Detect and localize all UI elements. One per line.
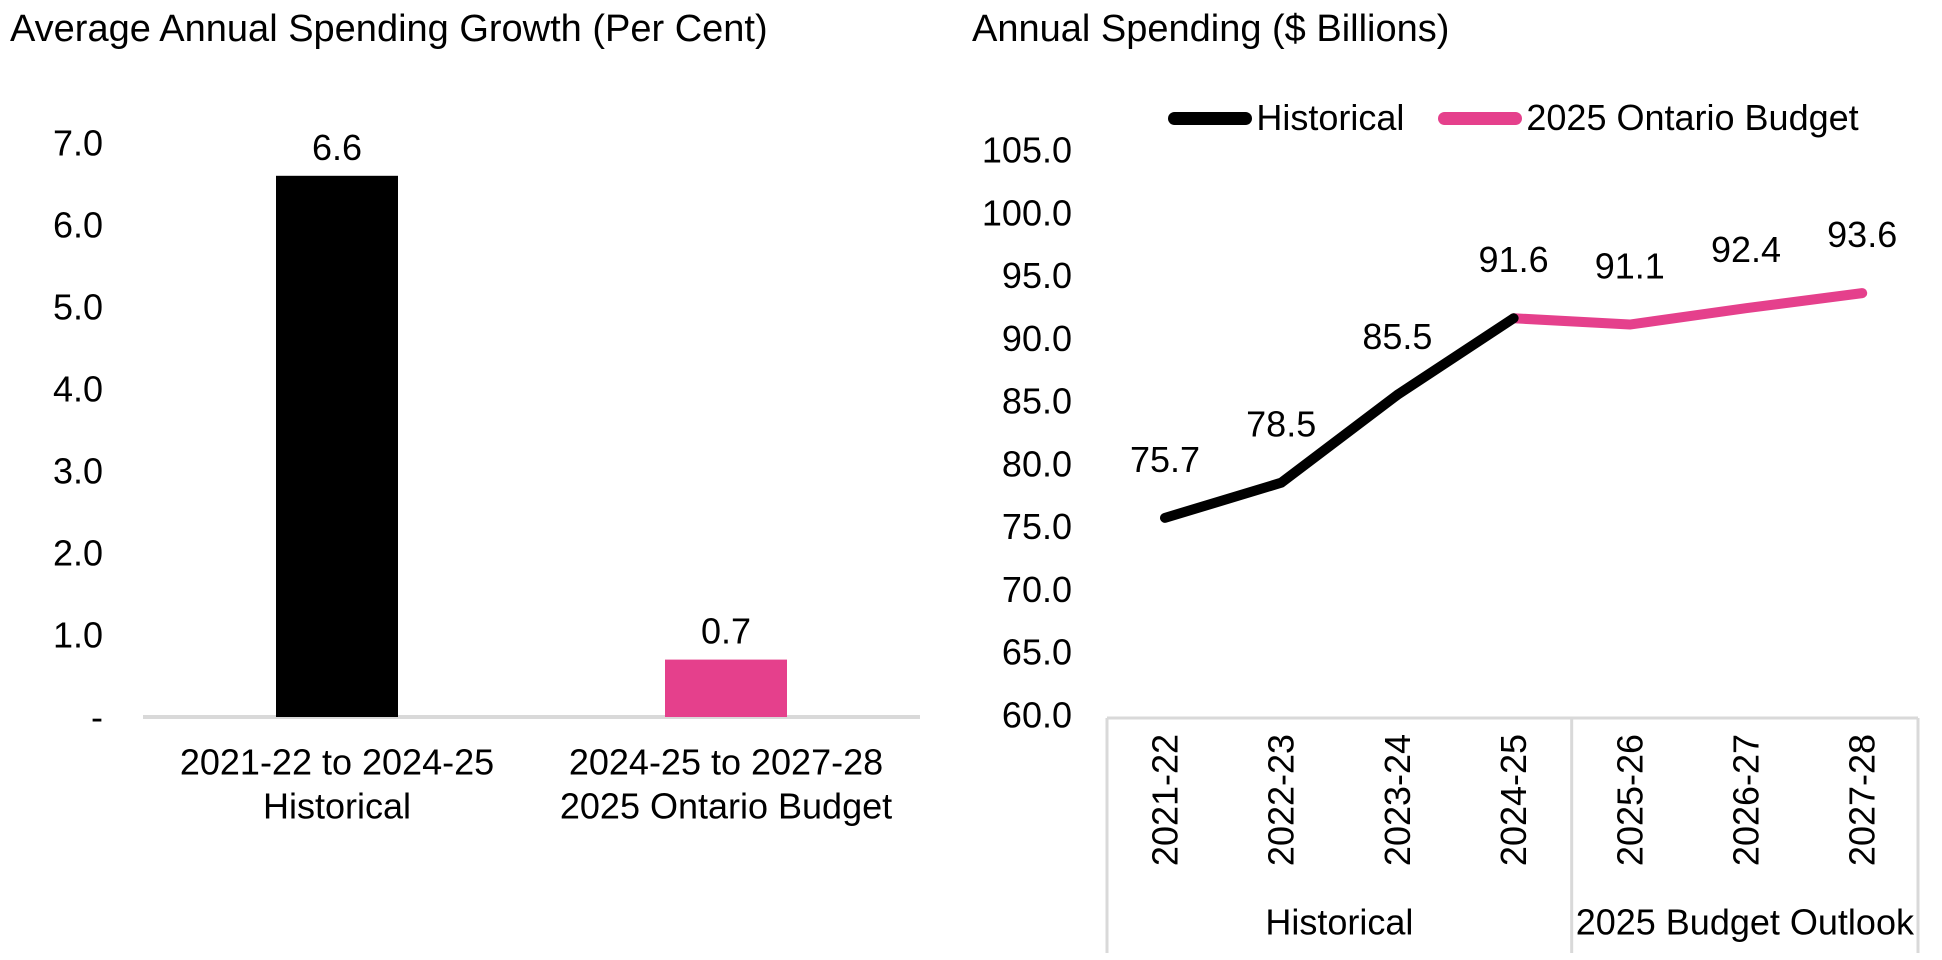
line-xtick-label: 2023-24: [1377, 734, 1418, 866]
line-data-label: 91.6: [1479, 239, 1549, 280]
line-xtick-label: 2027-28: [1842, 734, 1883, 866]
line-ytick-label: 70.0: [1002, 569, 1072, 610]
line-ytick-label: 100.0: [982, 192, 1072, 233]
line-ytick-label: 60.0: [1002, 695, 1072, 736]
legend-item-budget: 2025 Ontario Budget: [1438, 97, 1859, 139]
bar-category-label: 2021-22 to 2024-25: [180, 742, 494, 783]
line-chart-plot: 105.0 100.0 95.0 90.0 85.0 80.0 75.0 70.0 65.0 60…: [982, 130, 1920, 953]
xaxis-group-label: 2025 Budget Outlook: [1576, 902, 1915, 943]
bar-ytick-label: 1.0: [53, 615, 103, 656]
bar-value-label: 0.7: [701, 611, 751, 652]
series-line-2025-ontario-budget: [1508, 288, 1868, 330]
bar-value-label: 6.6: [312, 127, 362, 168]
bar-category-label: Historical: [263, 786, 411, 827]
line-data-label: 78.5: [1246, 404, 1316, 445]
line-xtick-label: 2026-27: [1726, 734, 1767, 866]
line-data-label: 93.6: [1827, 214, 1897, 255]
line-data-label: 92.4: [1711, 229, 1781, 270]
line-data-label: 75.7: [1130, 439, 1200, 480]
line-data-label: 85.5: [1362, 316, 1432, 357]
bar-ytick-label: 4.0: [53, 369, 103, 410]
bar-category-label: 2024-25 to 2027-28: [569, 742, 883, 783]
legend-label-budget: 2025 Ontario Budget: [1526, 97, 1859, 138]
bar-1: [665, 659, 787, 717]
line-ytick-label: 90.0: [1002, 318, 1072, 359]
bar-0: [276, 175, 398, 718]
xaxis-group-label: Historical: [1265, 902, 1413, 943]
legend-item-historical: Historical: [1168, 97, 1404, 139]
bar-category-label: 2025 Ontario Budget: [560, 786, 892, 827]
bar-ytick-label: -: [91, 697, 103, 738]
line-ytick-label: 80.0: [1002, 443, 1072, 484]
line-xtick-label: 2022-23: [1261, 734, 1302, 866]
line-ytick-label: 95.0: [1002, 255, 1072, 296]
legend-label-historical: Historical: [1256, 97, 1405, 138]
historical-line-swatch: [1168, 111, 1253, 125]
line-chart-title: Annual Spending ($ Billions): [972, 8, 1450, 50]
bar-ytick-label: 3.0: [53, 451, 103, 492]
line-chart-legend: Historical 2025 Ontario Budget: [1107, 97, 1920, 139]
line-xtick-label: 2021-22: [1145, 734, 1186, 866]
bar-chart-section: Average Annual Spending Growth (Per Cent…: [0, 0, 950, 960]
series-line-historical: [1160, 313, 1519, 523]
line-xtick-label: 2024-25: [1493, 734, 1534, 866]
line-data-label: 91.1: [1595, 246, 1665, 287]
line-xtick-label: 2025-26: [1609, 734, 1650, 866]
bar-ytick-label: 5.0: [53, 287, 103, 328]
line-ytick-label: 105.0: [982, 130, 1072, 171]
line-ytick-label: 85.0: [1002, 381, 1072, 422]
bar-ytick-label: 2.0: [53, 533, 103, 574]
bar-ytick-label: 7.0: [53, 123, 103, 164]
bar-ytick-label: 6.0: [53, 205, 103, 246]
line-ytick-label: 65.0: [1002, 632, 1072, 673]
bar-chart-plot: 7.0 6.0 5.0 4.0 3.0 2.0 1.0 - 6.6 2021-22 to 2024…: [53, 123, 920, 827]
line-chart-section: Annual Spending ($ Billions) Historical …: [960, 0, 1942, 960]
line-ytick-label: 75.0: [1002, 506, 1072, 547]
budget-line-swatch: [1438, 111, 1523, 125]
bar-chart-title: Average Annual Spending Growth (Per Cent…: [10, 8, 768, 50]
